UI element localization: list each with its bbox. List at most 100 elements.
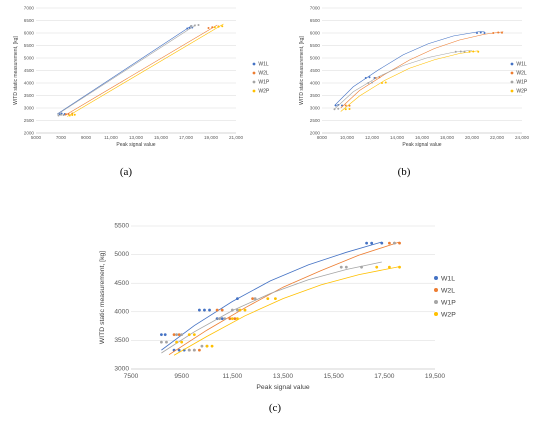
trendline-W1L [334,30,485,106]
x-tick-label: 12,000 [365,135,379,140]
x-tick-label: 19,500 [425,373,446,380]
y-tick-label: 5500 [310,43,321,48]
data-point-W2P [375,265,379,269]
trendline-W1P [161,261,382,354]
data-point-W1P [253,297,257,301]
y-axis-title: WITD static measurement, [kg] [13,36,19,105]
data-point-W2P [73,113,76,116]
data-point-W2P [213,26,216,29]
data-point-W1L [163,333,167,337]
y-tick-label: 2000 [310,131,321,136]
trendline-W1L [57,24,193,115]
data-point-W2P [71,114,74,116]
legend-marker-W1L [510,62,514,66]
data-point-W2L [198,348,201,352]
data-point-W2P [344,108,347,111]
data-point-W1P [339,265,343,269]
y-tick-label: 4000 [310,81,321,86]
data-point-W2L [65,113,67,116]
x-axis-title: Peak signal value [116,142,155,148]
data-point-W2P [238,308,242,312]
data-point-W2P [384,81,387,84]
data-point-W2L [378,76,381,79]
legend-marker-W2L [434,288,438,292]
y-tick-label: 4500 [310,68,321,73]
data-point-W2P [221,25,224,28]
data-point-W1L [160,333,163,337]
panel-caption: (b) [398,166,411,178]
legend-marker-W2L [510,71,514,75]
data-point-W2P [472,50,475,53]
chart-panel-1: 2000 2500 3000 3500 4000 4500 5000 5500 6000 6500… [13,6,270,178]
x-tick-label: 19,000 [204,135,218,140]
data-point-W1L [337,104,340,106]
data-point-W1P [337,107,340,110]
y-tick-label: 3000 [114,366,129,373]
y-tick-label: 5500 [24,43,35,48]
data-point-W2L [177,333,181,337]
x-tick-label: 10,000 [340,135,354,140]
data-point-W1L [364,77,367,79]
x-tick-label: 17,500 [374,373,395,380]
data-point-W1P [344,265,348,269]
y-tick-label: 3500 [114,337,129,344]
data-point-W2P [217,25,220,28]
legend-label-W1P: W1P [258,80,270,86]
y-tick-label: 7000 [310,6,321,11]
x-tick-label: 7000 [56,135,67,140]
x-tick-label: 9500 [174,373,189,380]
legend-label-W1L: W1L [441,275,455,282]
data-point-W2L [215,308,219,312]
data-point-W1L [370,241,374,245]
data-point-W1P [236,308,239,312]
data-point-W1P [62,114,65,116]
data-point-W2L [67,113,70,115]
trendline-W2L [168,241,400,356]
data-point-W1P [218,317,222,321]
data-point-W2P [274,297,277,301]
y-tick-label: 2000 [24,131,35,136]
data-point-W2P [187,333,191,337]
y-tick-label: 4500 [24,68,35,73]
x-tick-label: 8000 [317,135,328,140]
data-point-W2P [381,82,383,84]
data-point-W1P [160,340,163,344]
legend-marker-W2P [434,312,438,316]
data-point-W2P [477,50,480,53]
data-point-W1L [380,241,384,245]
trendline-W1P [57,24,197,115]
legend-marker-W1P [252,80,256,84]
x-tick-label: 20,000 [465,135,479,140]
x-axis-title: Peak signal value [402,142,441,148]
data-point-W2L [492,32,495,34]
data-point-W1P [223,317,227,321]
data-point-W2P [210,344,214,348]
data-point-W1P [197,24,200,26]
data-point-W2P [68,114,71,117]
data-point-W2P [388,265,391,269]
trendline-W2L [64,24,218,116]
data-point-W2P [192,333,196,337]
x-tick-label: 15,500 [324,373,345,380]
y-tick-label: 3500 [310,93,321,98]
y-tick-label: 5000 [310,56,321,61]
data-point-W2P [180,340,184,344]
y-axis-title: WITD static measurement, [kg] [299,36,305,105]
data-point-W2P [398,265,401,269]
data-point-W1L [203,308,206,312]
data-point-W2L [207,27,210,29]
x-tick-label: 15,000 [154,135,168,140]
y-tick-label: 4500 [114,280,129,287]
x-tick-label: 18,000 [440,135,454,140]
legend-label-W2P: W2P [441,311,456,318]
y-axis-title: WITD static measurement, [kg] [99,251,106,344]
x-tick-label: 22,000 [490,135,504,140]
legend-label-W1P: W1P [441,299,456,306]
x-tick-label: 16,000 [415,135,429,140]
y-tick-label: 6500 [310,18,321,23]
legend-marker-W1P [434,300,438,304]
x-tick-label: 21,000 [229,135,243,140]
y-tick-label: 2500 [310,118,321,123]
data-point-W1L [483,32,486,34]
